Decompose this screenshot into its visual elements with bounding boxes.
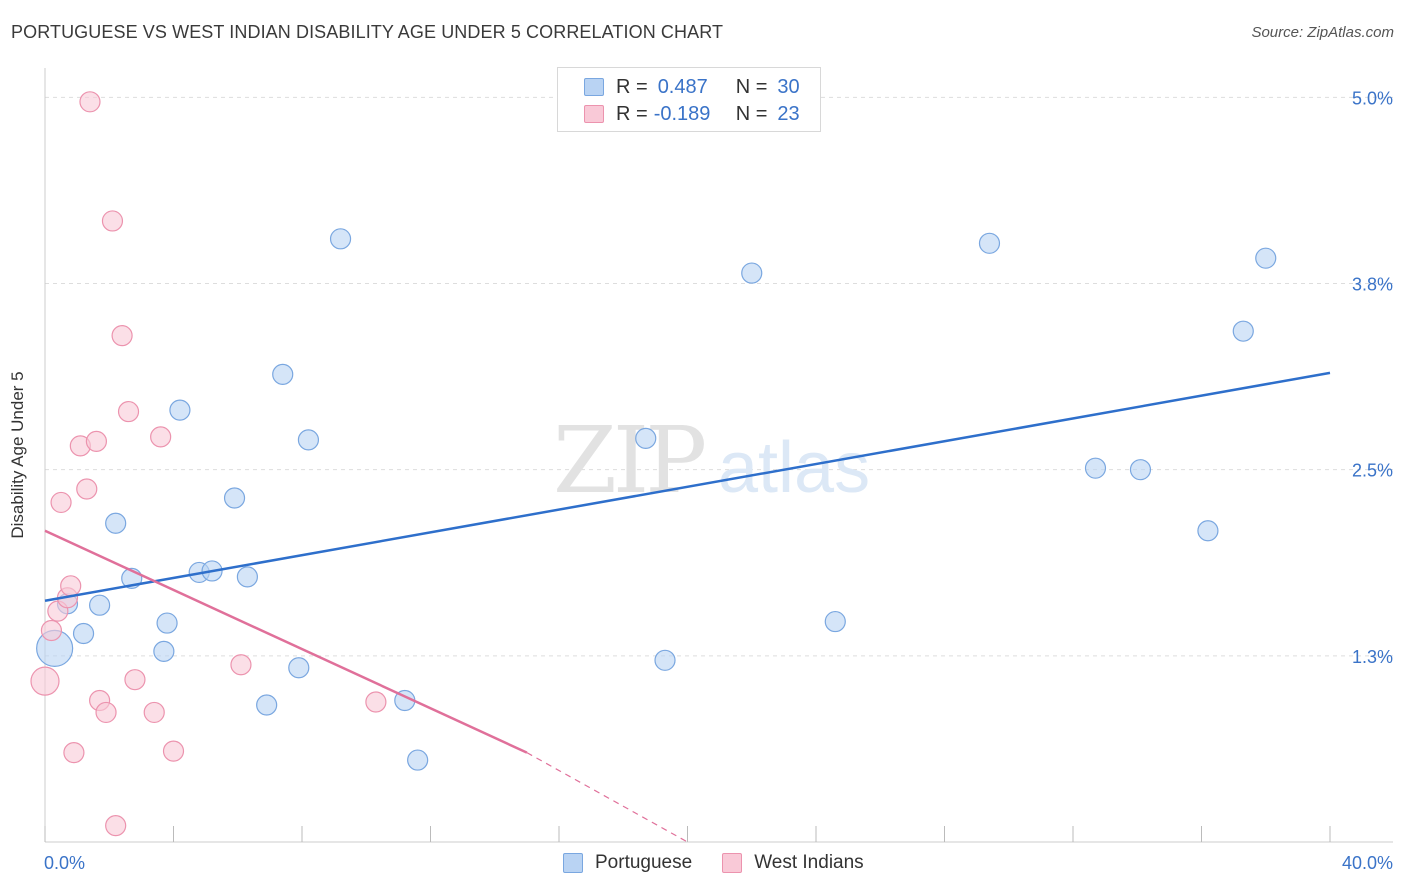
n-label: N = <box>735 75 768 98</box>
west-indians-trend-line <box>44 529 528 754</box>
west-indians-point <box>162 740 185 762</box>
west-indians-point <box>105 815 127 837</box>
portuguese-point <box>272 363 294 385</box>
west-indians-point <box>85 430 108 452</box>
portuguese-point <box>89 594 111 616</box>
source-credit: Source: ZipAtlas.com <box>1251 24 1394 41</box>
portuguese-n-value: 30 <box>777 75 800 98</box>
y-tick-label: 5.0% <box>1352 88 1393 108</box>
portuguese-point <box>1255 247 1277 269</box>
legend-row-portuguese: R = 0.487 N = 30 <box>584 75 800 99</box>
y-tick-label: 3.8% <box>1352 275 1393 295</box>
west-indians-point <box>60 575 82 597</box>
portuguese-legend-swatch <box>563 853 583 873</box>
portuguese-point <box>654 649 676 671</box>
series-legend: Portuguese West Indians <box>563 852 894 874</box>
west-indians-r-value: -0.189 <box>653 102 711 125</box>
y-tick-label: 1.3% <box>1352 647 1393 667</box>
west-indians-point <box>40 619 63 642</box>
portuguese-point <box>153 640 175 662</box>
west-indians-point <box>30 666 60 696</box>
portuguese-point <box>72 622 95 645</box>
correlation-legend: R = 0.487 N = 30 R = -0.189 N = 23 <box>557 67 821 132</box>
portuguese-point <box>105 512 127 534</box>
portuguese-point <box>741 262 763 284</box>
n-label: N = <box>735 102 768 125</box>
west-indians-point <box>150 426 172 448</box>
west-indians-point <box>230 654 252 676</box>
portuguese-point <box>169 399 191 421</box>
y-axis-label: Disability Age Under 5 <box>8 371 27 539</box>
west-indians-point <box>101 210 124 232</box>
west-indians-point <box>143 701 165 724</box>
r-label: R = <box>616 102 648 125</box>
west-indians-point <box>117 400 140 423</box>
x-tick-label: 0.0% <box>44 853 85 873</box>
portuguese-point <box>407 749 429 771</box>
y-tick-label: 2.5% <box>1352 461 1393 481</box>
west-indians-trend-extension <box>526 752 688 843</box>
portuguese-point <box>329 228 352 250</box>
portuguese-point <box>297 429 320 451</box>
portuguese-point <box>236 566 258 588</box>
portuguese-point <box>1129 459 1152 481</box>
portuguese-point <box>1084 457 1107 479</box>
portuguese-point <box>978 232 1001 254</box>
west-indians-point <box>365 691 387 713</box>
west-indians-swatch <box>584 105 604 123</box>
portuguese-point <box>256 694 278 716</box>
r-label: R = <box>616 75 648 98</box>
portuguese-r-value: 0.487 <box>657 75 708 98</box>
portuguese-point <box>288 657 310 679</box>
portuguese-point <box>1197 520 1219 542</box>
west-indians-point <box>63 742 85 764</box>
west-indians-n-value: 23 <box>777 102 800 125</box>
portuguese-swatch <box>584 78 604 96</box>
x-tick-label: 40.0% <box>1342 853 1393 873</box>
west-indians-point <box>79 91 101 113</box>
west-indians-point <box>50 491 72 514</box>
portuguese-point <box>635 427 657 449</box>
west-indians-point <box>95 701 117 724</box>
west-indians-point <box>124 669 146 691</box>
legend-item-west-indians[interactable]: West Indians <box>722 852 864 874</box>
portuguese-legend-label: Portuguese <box>595 852 693 873</box>
portuguese-trend-line <box>44 371 1331 602</box>
portuguese-point <box>223 487 246 509</box>
west-indians-legend-label: West Indians <box>754 852 864 873</box>
legend-row-west-indians: R = -0.189 N = 23 <box>584 102 800 126</box>
west-indians-point <box>111 325 133 347</box>
portuguese-point <box>1232 320 1254 342</box>
west-indians-point <box>76 478 98 500</box>
portuguese-point <box>824 610 846 633</box>
legend-item-portuguese[interactable]: Portuguese <box>563 852 692 874</box>
west-indians-legend-swatch <box>722 853 743 873</box>
chart-title: PORTUGUESE VS WEST INDIAN DISABILITY AGE… <box>11 22 724 42</box>
portuguese-point <box>156 612 178 634</box>
